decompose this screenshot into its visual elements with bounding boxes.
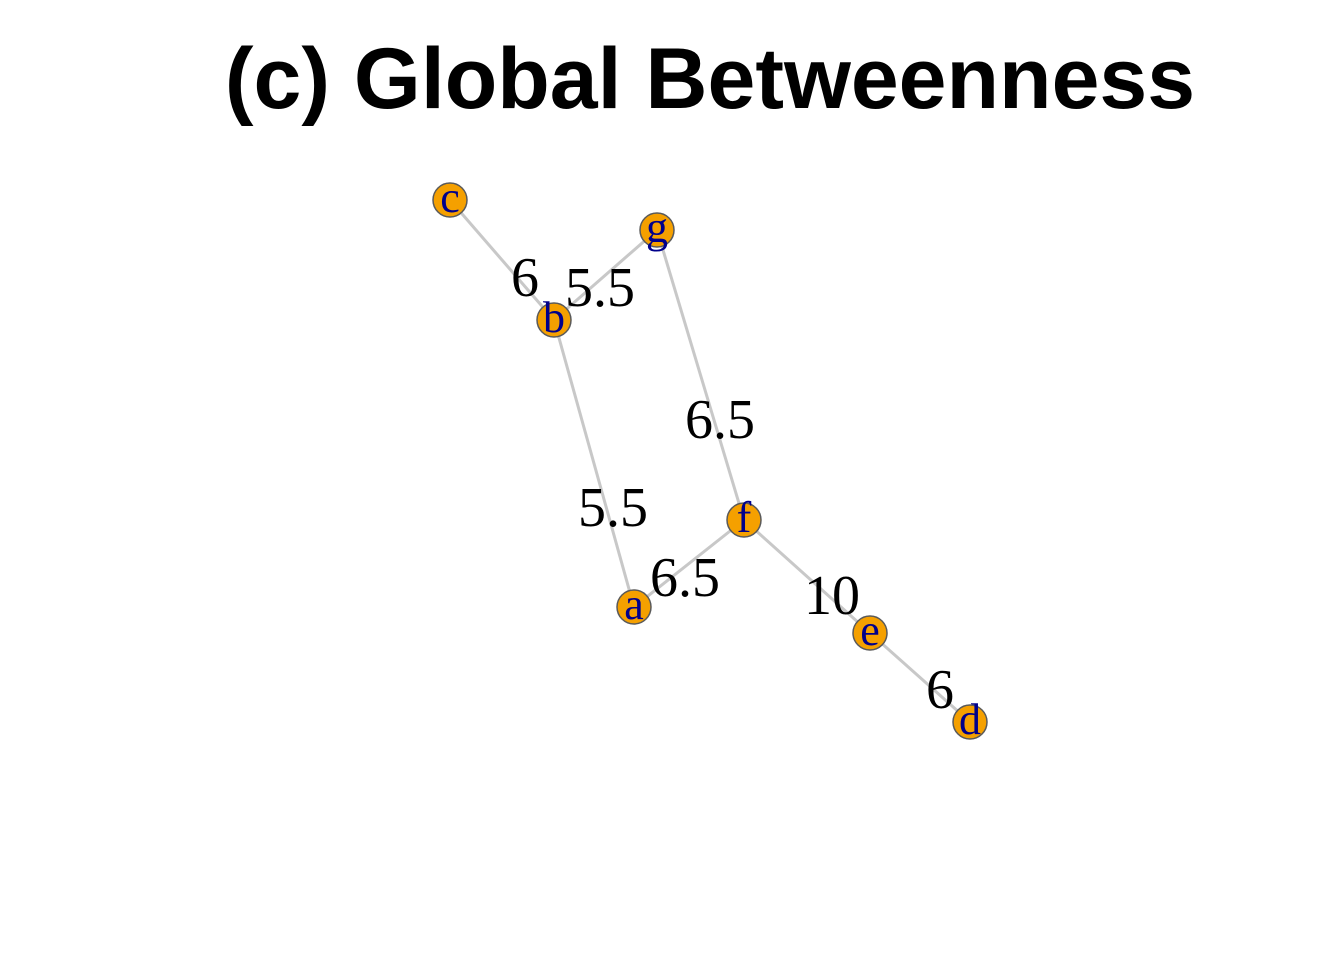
edge-label-c-b: 6 [511, 247, 539, 309]
node-circle-a [616, 589, 652, 625]
node-label-b: b [543, 293, 565, 342]
node-c: c [432, 173, 468, 222]
node-circle-g [639, 212, 675, 248]
nodes-layer: c g b f a e d [432, 173, 988, 744]
node-g: g [639, 203, 675, 252]
node-circle-b [536, 302, 572, 338]
edge-label-f-a: 6.5 [650, 547, 720, 609]
node-circle-c [432, 182, 468, 218]
node-e: e [852, 606, 888, 655]
edge-label-f-e: 10 [804, 565, 860, 627]
node-label-c: c [440, 173, 460, 222]
node-label-g: g [646, 203, 668, 252]
node-a: a [616, 580, 652, 629]
edge-labels-layer: 6 5.55.56.56.5 106 [511, 247, 954, 721]
edge-label-e-d: 6 [926, 659, 954, 721]
edges-layer [448, 199, 971, 724]
edge-b-a [552, 319, 636, 608]
edge-f-e [742, 518, 872, 635]
node-circle-d [952, 704, 988, 740]
edge-g-b [553, 228, 658, 322]
node-label-e: e [860, 606, 880, 655]
node-circle-f [726, 502, 762, 538]
diagram-title: (c) Global Betweenness [225, 31, 1195, 127]
edge-g-f [655, 229, 746, 521]
node-label-d: d [959, 695, 981, 744]
edge-label-b-a: 5.5 [578, 477, 648, 539]
edge-f-a [633, 518, 745, 609]
edge-label-g-f: 6.5 [685, 389, 755, 451]
node-label-a: a [624, 580, 644, 629]
edge-c-b [448, 199, 556, 321]
node-b: b [536, 293, 572, 342]
node-label-f: f [737, 493, 752, 542]
node-f: f [726, 493, 762, 542]
edge-label-g-b: 5.5 [565, 257, 635, 319]
edge-e-d [869, 631, 971, 724]
node-circle-e [852, 615, 888, 651]
node-d: d [952, 695, 988, 744]
